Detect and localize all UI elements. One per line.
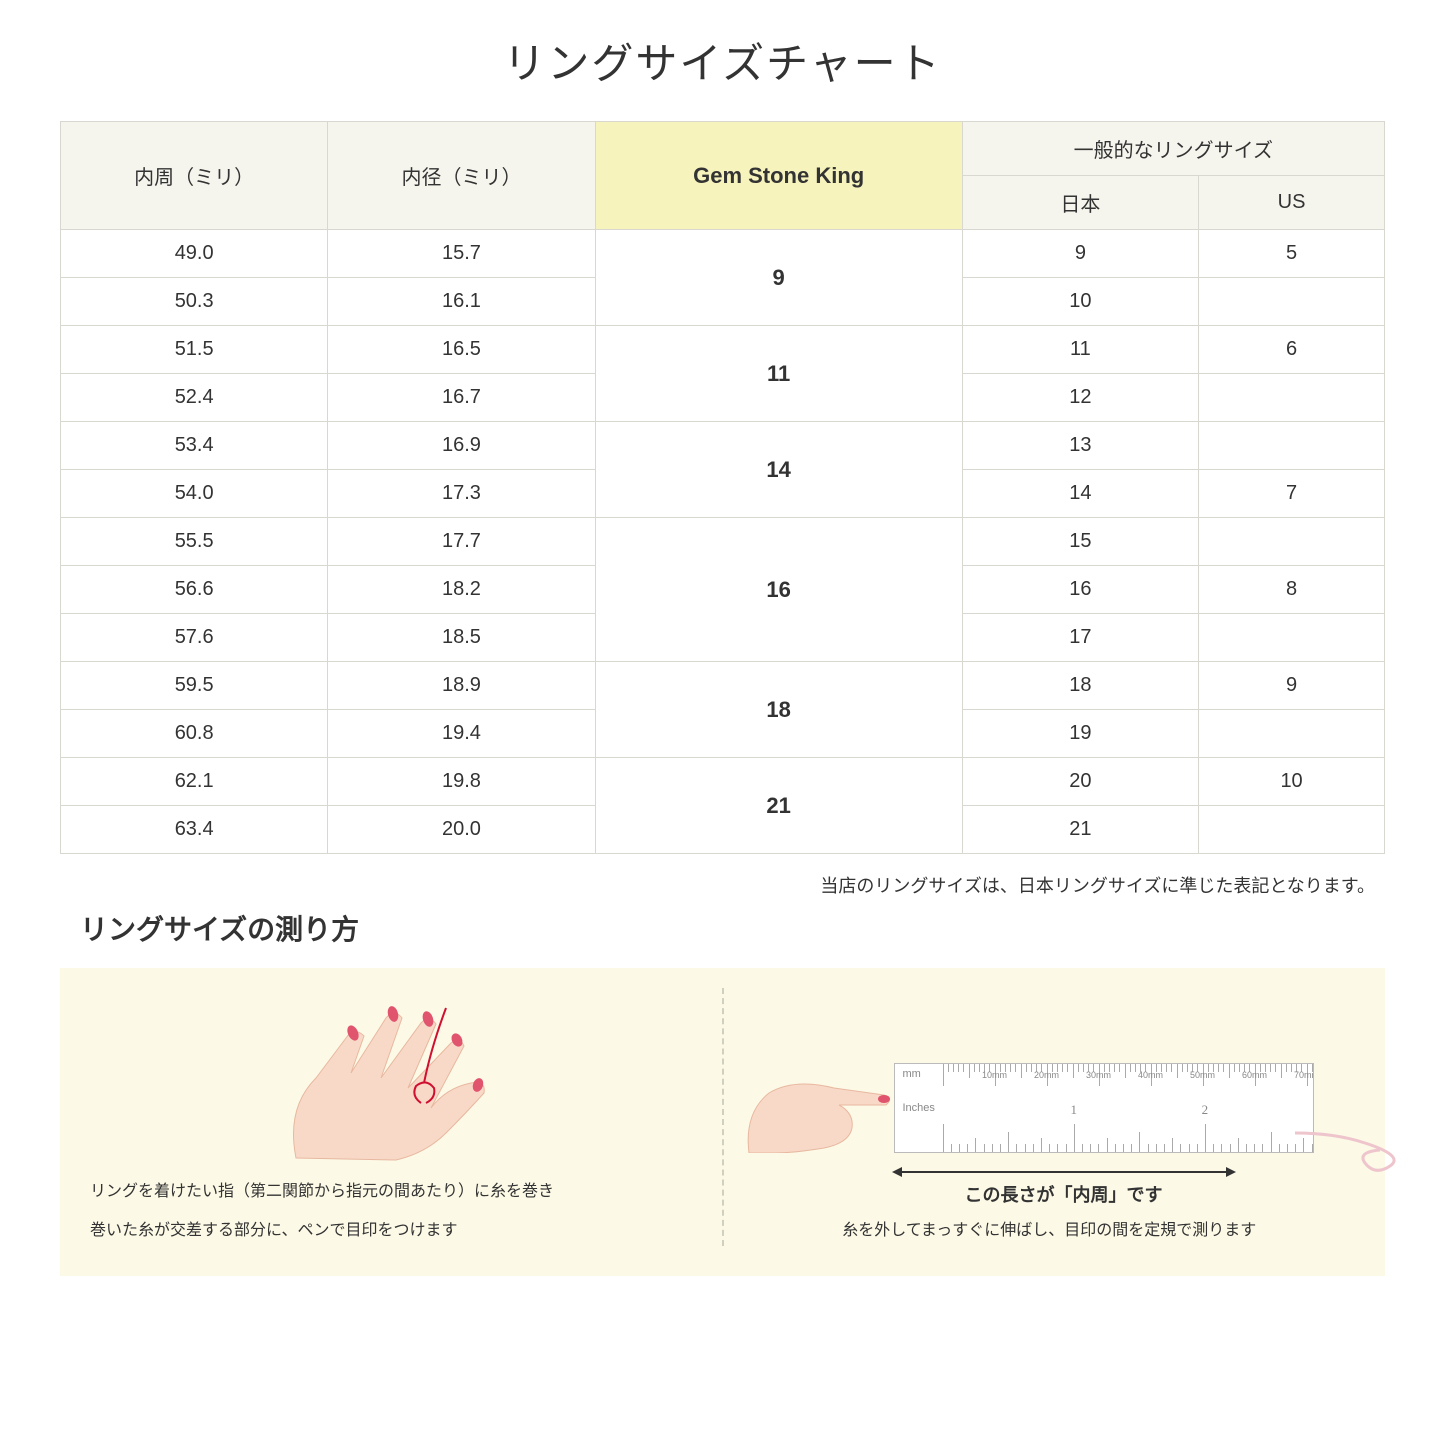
table-row: 62.119.8212010 — [61, 758, 1385, 806]
page-title: リングサイズチャート — [60, 30, 1385, 91]
cell-us: 6 — [1199, 326, 1385, 374]
left-instruction-1: リングを着けたい指（第二関節から指元の間あたり）に糸を巻き — [90, 1178, 702, 1207]
cell-us — [1199, 710, 1385, 758]
cell-japan: 14 — [962, 470, 1198, 518]
thread-curl — [1295, 1108, 1415, 1178]
cell-diameter: 19.8 — [328, 758, 595, 806]
cell-us: 8 — [1199, 566, 1385, 614]
cell-circumference: 57.6 — [61, 614, 328, 662]
right-panel: mm Inches 10mm20mm30mm40mm50mm60mm70mm12… — [744, 988, 1356, 1246]
ruler-illustration: mm Inches 10mm20mm30mm40mm50mm60mm70mm12 — [894, 1063, 1314, 1153]
cell-us: 7 — [1199, 470, 1385, 518]
cell-diameter: 18.9 — [328, 662, 595, 710]
subtitle: リングサイズの測り方 — [60, 908, 1385, 948]
cell-japan: 19 — [962, 710, 1198, 758]
cell-us: 5 — [1199, 230, 1385, 278]
cell-circumference: 55.5 — [61, 518, 328, 566]
cell-diameter: 16.7 — [328, 374, 595, 422]
cell-circumference: 49.0 — [61, 230, 328, 278]
table-row: 55.517.71615 — [61, 518, 1385, 566]
cell-circumference: 53.4 — [61, 422, 328, 470]
cell-diameter: 16.9 — [328, 422, 595, 470]
cell-us — [1199, 614, 1385, 662]
cell-diameter: 15.7 — [328, 230, 595, 278]
left-instruction-2: 巻いた糸が交差する部分に、ペンで目印をつけます — [90, 1217, 702, 1246]
cell-diameter: 19.4 — [328, 710, 595, 758]
table-row: 53.416.91413 — [61, 422, 1385, 470]
cell-japan: 21 — [962, 806, 1198, 854]
cell-gsk: 9 — [595, 230, 962, 326]
cell-diameter: 16.5 — [328, 326, 595, 374]
hand-wrap-illustration — [236, 988, 556, 1168]
cell-gsk: 16 — [595, 518, 962, 662]
instructions-panel: リングを着けたい指（第二関節から指元の間あたり）に糸を巻き 巻いた糸が交差する部… — [60, 968, 1385, 1276]
cell-us: 10 — [1199, 758, 1385, 806]
cell-gsk: 11 — [595, 326, 962, 422]
header-general: 一般的なリングサイズ — [962, 122, 1384, 176]
header-japan: 日本 — [962, 176, 1198, 230]
cell-circumference: 50.3 — [61, 278, 328, 326]
cell-diameter: 17.3 — [328, 470, 595, 518]
cell-circumference: 62.1 — [61, 758, 328, 806]
cell-diameter: 18.5 — [328, 614, 595, 662]
cell-circumference: 52.4 — [61, 374, 328, 422]
table-row: 59.518.918189 — [61, 662, 1385, 710]
cell-us — [1199, 518, 1385, 566]
cell-us — [1199, 422, 1385, 470]
cell-japan: 12 — [962, 374, 1198, 422]
cell-japan: 16 — [962, 566, 1198, 614]
left-panel: リングを着けたい指（第二関節から指元の間あたり）に糸を巻き 巻いた糸が交差する部… — [90, 988, 702, 1246]
cell-japan: 13 — [962, 422, 1198, 470]
cell-circumference: 59.5 — [61, 662, 328, 710]
cell-gsk: 21 — [595, 758, 962, 854]
header-gsk: Gem Stone King — [595, 122, 962, 230]
note-text: 当店のリングサイズは、日本リングサイズに準じた表記となります。 — [60, 872, 1385, 898]
size-chart-table: 内周（ミリ） 内径（ミリ） Gem Stone King 一般的なリングサイズ … — [60, 121, 1385, 854]
hand-point-illustration — [744, 1013, 894, 1153]
measurement-arrow: この長さが「内周」です — [894, 1171, 1234, 1207]
right-instruction: 糸を外してまっすぐに伸ばし、目印の間を定規で測ります — [744, 1217, 1356, 1246]
cell-japan: 11 — [962, 326, 1198, 374]
cell-japan: 20 — [962, 758, 1198, 806]
cell-us — [1199, 278, 1385, 326]
table-row: 49.015.7995 — [61, 230, 1385, 278]
cell-circumference: 63.4 — [61, 806, 328, 854]
cell-circumference: 56.6 — [61, 566, 328, 614]
thread-on-ruler — [943, 1152, 1283, 1153]
cell-gsk: 14 — [595, 422, 962, 518]
ruler-mm-unit: mm — [903, 1068, 921, 1080]
cell-diameter: 17.7 — [328, 518, 595, 566]
cell-japan: 15 — [962, 518, 1198, 566]
cell-japan: 9 — [962, 230, 1198, 278]
ruler-in-unit: Inches — [903, 1102, 935, 1114]
cell-japan: 10 — [962, 278, 1198, 326]
cell-diameter: 20.0 — [328, 806, 595, 854]
arrow-label: この長さが「内周」です — [894, 1181, 1234, 1207]
table-row: 51.516.511116 — [61, 326, 1385, 374]
cell-diameter: 16.1 — [328, 278, 595, 326]
cell-us — [1199, 374, 1385, 422]
panel-divider — [722, 988, 724, 1246]
header-us: US — [1199, 176, 1385, 230]
header-circumference: 内周（ミリ） — [61, 122, 328, 230]
cell-us — [1199, 806, 1385, 854]
cell-circumference: 54.0 — [61, 470, 328, 518]
cell-japan: 17 — [962, 614, 1198, 662]
cell-circumference: 51.5 — [61, 326, 328, 374]
header-diameter: 内径（ミリ） — [328, 122, 595, 230]
cell-japan: 18 — [962, 662, 1198, 710]
cell-circumference: 60.8 — [61, 710, 328, 758]
cell-gsk: 18 — [595, 662, 962, 758]
cell-diameter: 18.2 — [328, 566, 595, 614]
cell-us: 9 — [1199, 662, 1385, 710]
